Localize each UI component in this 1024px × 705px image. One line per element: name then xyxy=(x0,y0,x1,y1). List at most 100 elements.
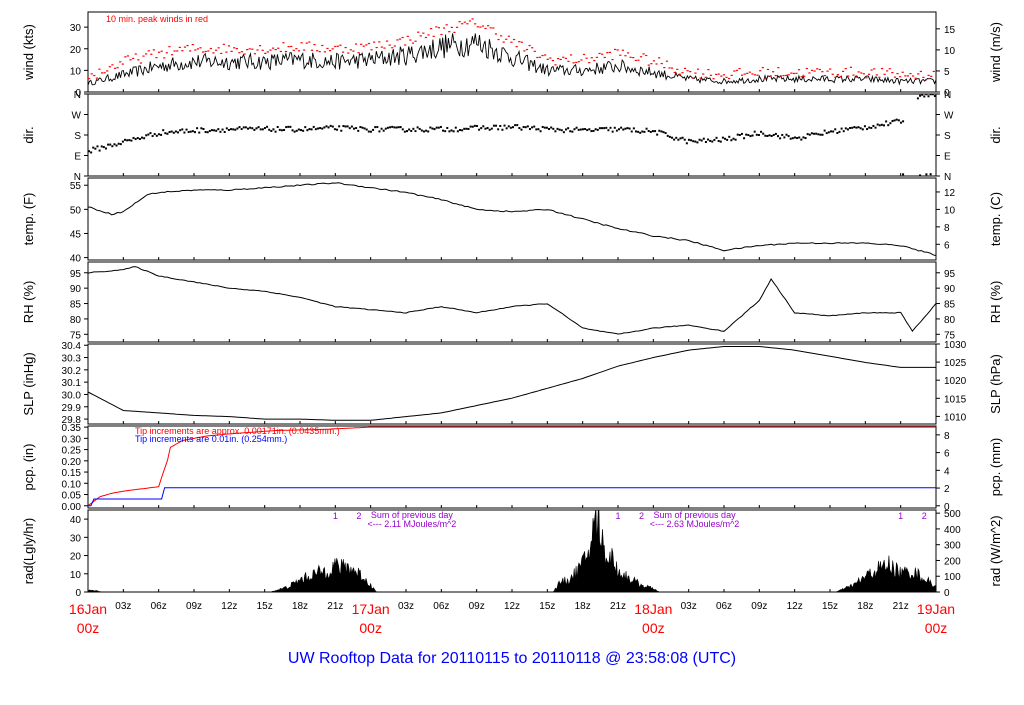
dir-point xyxy=(863,125,866,128)
dir-point xyxy=(247,127,249,130)
dir-point xyxy=(685,142,688,145)
dir-point xyxy=(931,94,934,96)
dir-point xyxy=(573,128,576,131)
dir-point xyxy=(916,97,919,100)
dir-point xyxy=(821,133,824,136)
rad-marker: 2 xyxy=(356,511,361,521)
dir-point xyxy=(615,129,618,132)
y-axis-label: wind (kts) xyxy=(21,24,36,81)
y-axis-label: pcp. (in) xyxy=(21,444,36,491)
dir-point xyxy=(365,128,368,131)
dir-point xyxy=(681,136,684,139)
dir-point xyxy=(431,127,434,130)
dir-point xyxy=(933,95,936,98)
dir-point xyxy=(724,137,726,140)
dir-point xyxy=(397,126,400,129)
dir-point xyxy=(157,133,160,136)
rad-sum-value: <--- 2.63 MJoules/m^2 xyxy=(650,519,740,529)
y-tick-label: 30.1 xyxy=(62,378,82,389)
dir-point xyxy=(202,128,205,131)
dir-point xyxy=(380,127,383,130)
dir-point xyxy=(177,131,180,134)
y-tick-label: 30 xyxy=(70,533,82,544)
dir-point xyxy=(433,128,436,131)
dir-point xyxy=(777,135,779,138)
y-tick-label: 30 xyxy=(70,23,82,34)
dir-point xyxy=(189,130,192,133)
y-axis-label-right: wind (m/s) xyxy=(988,22,1003,83)
dir-point xyxy=(363,127,366,130)
chart-footer-title: UW Rooftop Data for 20110115 to 20110118… xyxy=(287,650,737,667)
dir-point xyxy=(113,143,116,146)
dir-point xyxy=(923,95,926,98)
dir-point xyxy=(384,127,387,130)
y-tick-label: 80 xyxy=(70,315,82,326)
dir-point xyxy=(141,136,143,139)
dir-point xyxy=(711,140,714,143)
dir-point xyxy=(630,130,633,133)
dir-point xyxy=(683,138,686,141)
dir-point xyxy=(535,128,538,131)
dir-point xyxy=(234,128,237,131)
dir-point xyxy=(482,125,485,128)
y-tick-label-right: N xyxy=(944,90,951,101)
dir-point xyxy=(395,126,398,129)
x-hour-label: 09z xyxy=(751,601,767,612)
x-hour-label: 06z xyxy=(433,601,449,612)
y-tick-label-right: 0 xyxy=(944,88,950,99)
dir-point xyxy=(537,128,540,131)
dir-point xyxy=(346,125,349,128)
y-tick-label-right: 10 xyxy=(944,205,956,216)
dir-point xyxy=(249,126,252,129)
dir-point xyxy=(897,119,900,122)
y-axis-label: temp. (F) xyxy=(21,193,36,246)
dir-point xyxy=(425,129,428,132)
panel-temp: 40 45 50 55 6 8 10 12 temp. (F) temp. (C) xyxy=(21,177,1003,265)
dir-point xyxy=(217,128,220,131)
y-tick-label: 55 xyxy=(70,181,82,192)
dir-point xyxy=(781,133,784,136)
dir-point xyxy=(145,134,148,137)
y-tick-label-right: N xyxy=(944,172,951,183)
dir-point xyxy=(244,126,247,129)
y-tick-label: 50 xyxy=(70,205,82,216)
y-tick-label-right: 300 xyxy=(944,541,961,552)
panel-frame xyxy=(87,509,937,593)
dir-point xyxy=(827,131,830,134)
y-tick-label-right: 12 xyxy=(944,188,956,199)
dir-point xyxy=(764,134,767,137)
y-tick-label: 20 xyxy=(70,552,82,563)
dir-point xyxy=(263,127,266,130)
series-dir-1 xyxy=(88,94,936,176)
dir-point xyxy=(187,131,190,134)
dir-point xyxy=(300,129,302,132)
x-day-label: 17Jan xyxy=(352,601,390,617)
dir-point xyxy=(675,136,678,139)
dir-point xyxy=(643,130,646,133)
y-tick-label: 40 xyxy=(70,254,82,265)
dir-point xyxy=(223,130,226,133)
dir-point xyxy=(191,130,194,133)
dir-point xyxy=(823,129,826,132)
x-day-label: 19Jan xyxy=(917,601,955,617)
x-hour-label: 03z xyxy=(115,601,131,612)
y-tick-label-right: 0 xyxy=(944,502,950,513)
y-tick-label-right: 1030 xyxy=(944,340,967,351)
dir-point xyxy=(410,129,413,132)
dir-point xyxy=(885,120,888,123)
dir-point xyxy=(755,133,758,136)
dir-point xyxy=(743,137,746,140)
dir-point xyxy=(412,127,415,130)
y-tick-label: W xyxy=(72,111,82,122)
dir-point xyxy=(581,128,584,131)
dir-point xyxy=(528,128,531,131)
y-tick-label-right: S xyxy=(944,131,951,142)
dir-point xyxy=(545,126,548,129)
dir-point xyxy=(673,138,676,141)
dir-point xyxy=(736,133,739,136)
dir-point xyxy=(437,126,440,129)
dir-point xyxy=(168,130,171,133)
dir-point xyxy=(293,130,296,133)
dir-point xyxy=(130,139,133,142)
